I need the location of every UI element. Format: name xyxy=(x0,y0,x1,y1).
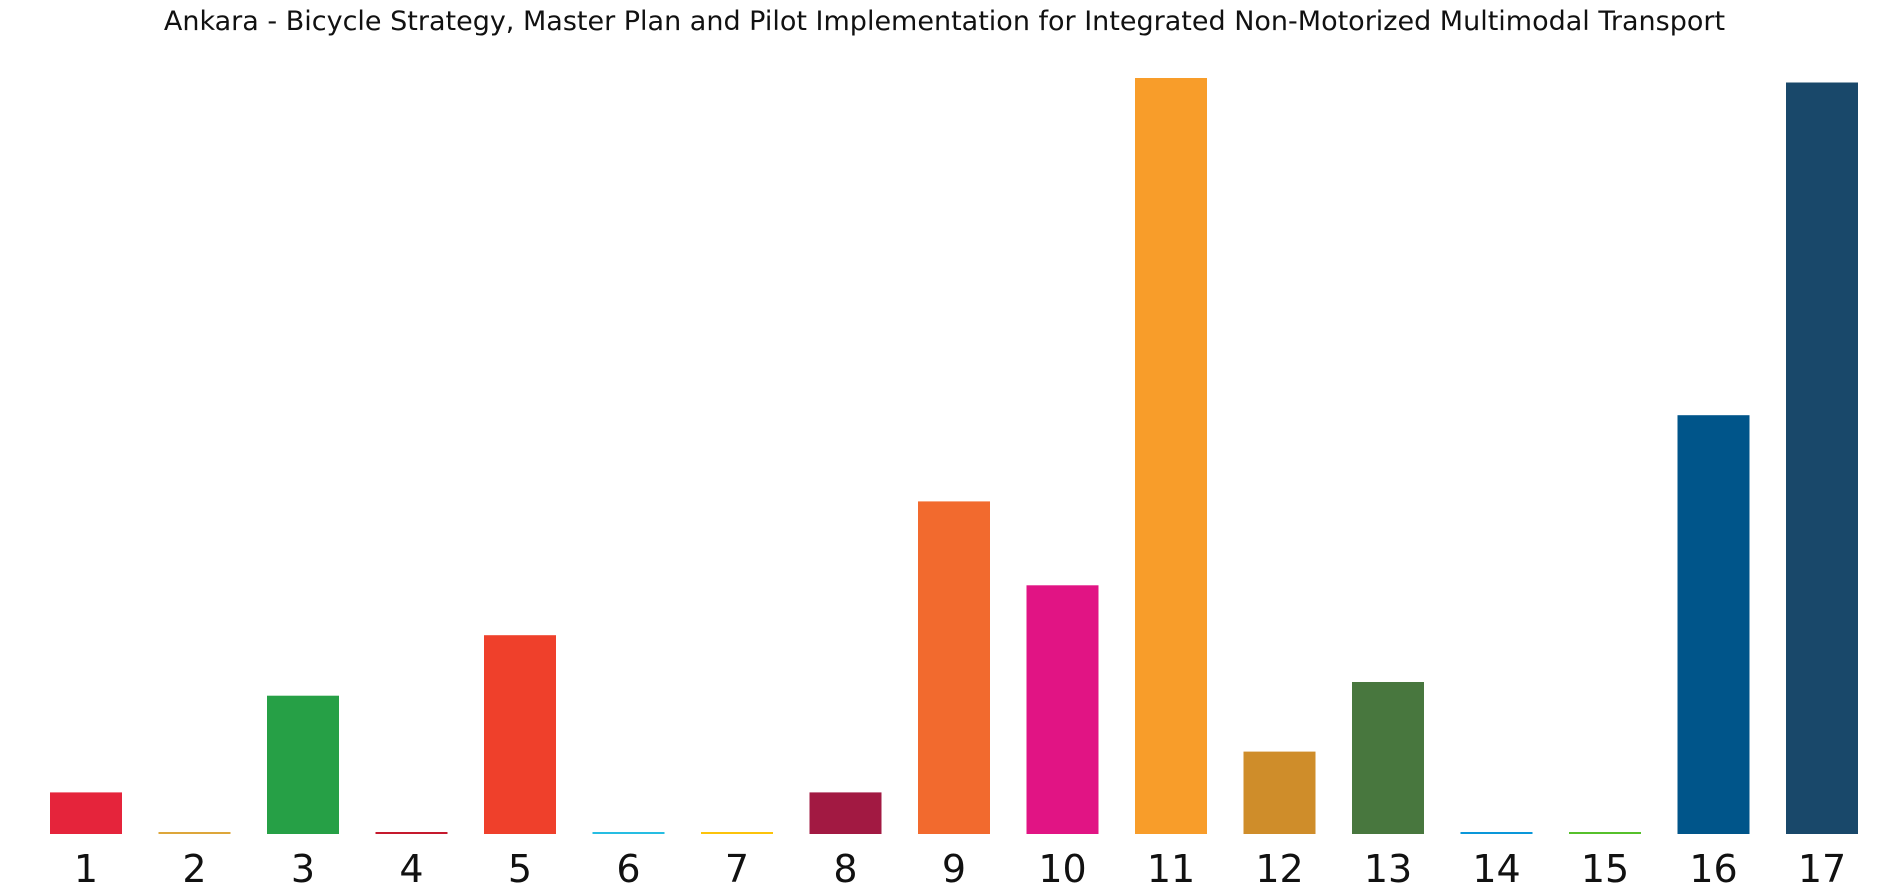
bar-10 xyxy=(1026,585,1099,834)
bar-12 xyxy=(1243,751,1316,834)
x-tick-label-11: 11 xyxy=(1147,847,1195,891)
x-tick-label-3: 3 xyxy=(291,847,315,891)
bar-11 xyxy=(1135,78,1207,834)
bar-5 xyxy=(484,635,556,834)
x-tick-label-13: 13 xyxy=(1364,847,1412,891)
bar-3 xyxy=(267,695,339,834)
x-tick-label-12: 12 xyxy=(1255,847,1303,891)
bar-6 xyxy=(592,832,665,834)
bar-7 xyxy=(701,832,773,834)
x-tick-label-15: 15 xyxy=(1581,847,1629,891)
x-tick-label-5: 5 xyxy=(508,847,532,891)
bar-9 xyxy=(918,501,990,834)
x-tick-label-9: 9 xyxy=(942,847,966,891)
bar-15 xyxy=(1569,832,1641,834)
x-tick-label-8: 8 xyxy=(833,847,857,891)
x-tick-label-14: 14 xyxy=(1472,847,1520,891)
bar-1 xyxy=(50,792,122,834)
bar-2 xyxy=(158,832,231,834)
x-tick-label-7: 7 xyxy=(725,847,749,891)
x-tick-label-1: 1 xyxy=(74,847,98,891)
x-tick-label-2: 2 xyxy=(182,847,206,891)
bar-14 xyxy=(1460,832,1533,834)
x-tick-labels: 1 2 3 4 5 6 7 8 9 10 11 12 13 14 15 16 17 xyxy=(74,847,1846,891)
bar-4 xyxy=(375,832,448,834)
bar-17 xyxy=(1786,82,1858,834)
bar-8 xyxy=(809,792,882,834)
x-tick-label-4: 4 xyxy=(399,847,423,891)
x-tick-label-17: 17 xyxy=(1798,847,1846,891)
bars-group xyxy=(50,78,1858,834)
x-tick-label-6: 6 xyxy=(616,847,640,891)
x-tick-label-16: 16 xyxy=(1689,847,1737,891)
bar-16 xyxy=(1677,415,1750,834)
x-tick-label-10: 10 xyxy=(1038,847,1086,891)
chart-title: Ankara - Bicycle Strategy, Master Plan a… xyxy=(163,6,1726,37)
bar-13 xyxy=(1352,682,1424,834)
